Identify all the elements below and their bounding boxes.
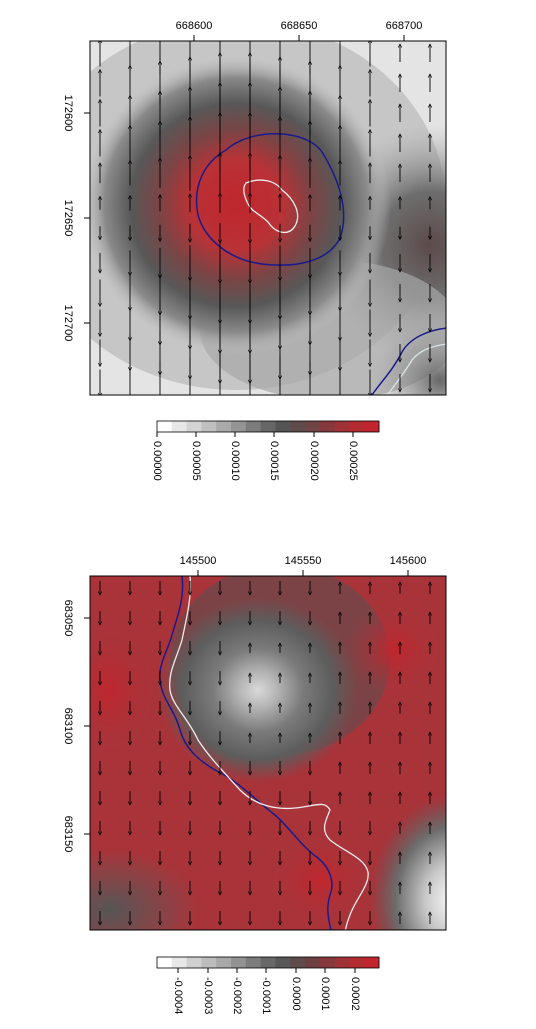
- bottom-arrow-field: [100, 581, 430, 925]
- top-colorbar-swatch: [186, 421, 202, 432]
- top-colorbar-tick-label: 0.00000: [151, 441, 163, 481]
- bot-colorbar-swatch: [349, 957, 365, 968]
- top-colorbar-tick-label: 0.00020: [308, 441, 320, 481]
- bot-y-tick-label: 683100: [62, 708, 74, 745]
- top-y-axis: 172600 172650 172700: [62, 95, 90, 342]
- bottom-x-axis: 145500 145550 145600: [180, 555, 427, 576]
- top-colorbar-swatch: [245, 421, 261, 432]
- top-colorbar-tick-label: 0.00025: [347, 441, 359, 481]
- top-colorbar-tick-label: 0.00010: [229, 441, 241, 481]
- top-colorbar-swatch: [334, 421, 350, 432]
- top-x-axis: 668600 668650 668700: [176, 20, 423, 41]
- top-colorbar-swatch: [171, 421, 187, 432]
- bottom-colorbar: -0.0004 -0.0003 -0.0002 -0.0001 0.0000 0.0001…: [156, 956, 380, 1014]
- bot-y-tick-label: 683050: [62, 600, 74, 637]
- top-contour-corner-inner: [386, 343, 446, 395]
- top-colorbar: 0.00000 0.00005 0.00010 0.00015 0.00020 0.000…: [151, 420, 380, 481]
- top-colorbar-swatch: [260, 421, 276, 432]
- top-colorbar-swatch: [231, 421, 247, 432]
- bot-colorbar-swatch: [290, 957, 306, 968]
- bot-x-tick-label: 145500: [180, 555, 217, 567]
- bot-colorbar-swatch: [275, 957, 291, 968]
- bot-colorbar-tick-label: 0.0002: [349, 977, 361, 1011]
- bot-colorbar-swatch: [171, 957, 187, 968]
- top-arrow-field: [100, 41, 430, 395]
- top-y-tick-label: 172600: [62, 95, 74, 132]
- bot-colorbar-swatch: [260, 957, 276, 968]
- bot-y-tick-label: 683150: [62, 816, 74, 853]
- top-x-tick-label: 668700: [386, 20, 423, 32]
- bot-colorbar-swatch: [364, 957, 380, 968]
- bottom-heatmap-surface: [90, 576, 446, 930]
- bot-colorbar-tick-label: -0.0001: [260, 977, 272, 1014]
- bottom-contour-inner: [169, 576, 369, 930]
- bot-colorbar-swatch: [201, 957, 217, 968]
- top-colorbar-swatch: [319, 421, 335, 432]
- top-colorbar-swatch: [290, 421, 306, 432]
- bottom-y-axis: 683050 683100 683150: [62, 600, 90, 853]
- bottom-plot-frame: [89, 575, 447, 931]
- bot-x-tick-label: 145600: [390, 555, 427, 567]
- top-y-tick-label: 172700: [62, 305, 74, 342]
- bot-colorbar-swatch: [186, 957, 202, 968]
- bot-colorbar-swatch: [334, 957, 350, 968]
- top-colorbar-swatch: [275, 421, 291, 432]
- top-colorbar-tick-label: 0.00015: [268, 441, 280, 481]
- top-x-tick-label: 668650: [281, 20, 318, 32]
- bot-colorbar-swatch: [305, 957, 321, 968]
- top-x-tick-label: 668600: [176, 20, 213, 32]
- bottom-map-panel: 145500 145550 145600 683050 683100 683150: [62, 555, 447, 931]
- bot-colorbar-swatch: [231, 957, 247, 968]
- top-heatmap-surface: [90, 41, 446, 395]
- bot-colorbar-swatch: [157, 957, 173, 968]
- top-colorbar-tick-label: 0.00005: [190, 441, 202, 481]
- top-colorbar-swatch: [305, 421, 321, 432]
- bot-colorbar-swatch: [245, 957, 261, 968]
- bot-x-tick-label: 145550: [285, 555, 322, 567]
- bot-colorbar-tick-label: -0.0002: [231, 977, 243, 1014]
- bot-colorbar-tick-label: -0.0003: [202, 977, 214, 1014]
- top-colorbar-swatch: [216, 421, 232, 432]
- top-map-panel: 668600 668650 668700 172600 172650 172700: [62, 20, 447, 396]
- bot-colorbar-tick-label: -0.0004: [172, 977, 184, 1014]
- bot-colorbar-swatch: [216, 957, 232, 968]
- bot-colorbar-tick-label: 0.0000: [290, 977, 302, 1011]
- top-colorbar-swatch: [201, 421, 217, 432]
- top-colorbar-swatch: [349, 421, 365, 432]
- top-colorbar-swatch: [157, 421, 173, 432]
- bot-colorbar-tick-label: 0.0001: [319, 977, 331, 1011]
- top-colorbar-swatch: [364, 421, 380, 432]
- bot-colorbar-swatch: [319, 957, 335, 968]
- top-y-tick-label: 172650: [62, 200, 74, 237]
- bottom-contour-outer: [159, 576, 333, 930]
- top-contour-outer: [195, 133, 345, 266]
